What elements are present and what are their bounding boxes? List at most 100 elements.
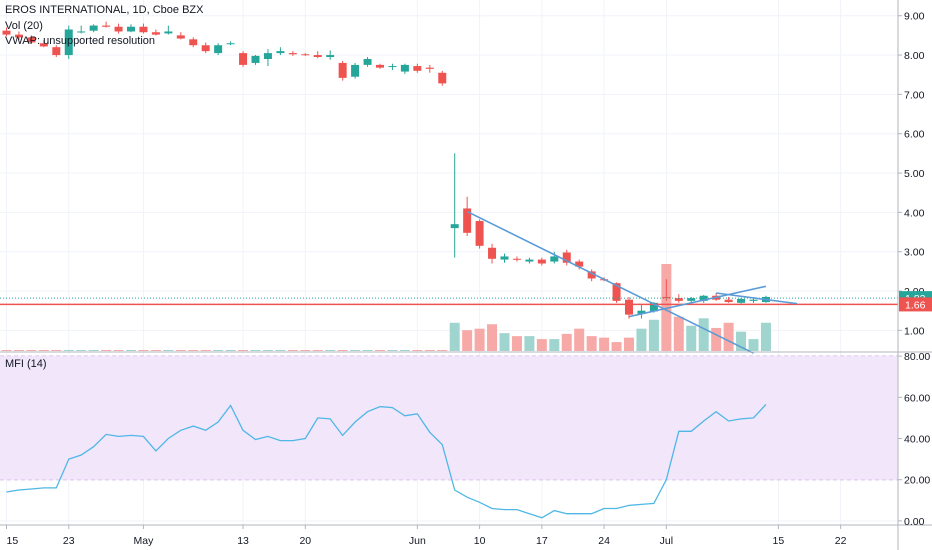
mfi-axis[interactable]: 80.00 60.00 40.00 20.00 0.00 [898,351,930,528]
candle [214,43,223,56]
volume-bar [138,350,149,351]
candle [176,32,185,40]
candle-body [89,25,98,31]
candle [39,40,48,48]
candle-body [625,299,633,315]
mfi-tick-label: 60.00 [904,392,930,404]
time-tick-label: 24 [598,535,610,547]
volume-bar [586,336,597,351]
candle-body [114,26,123,32]
candle-body [413,66,422,71]
volume-bar [337,350,348,351]
time-tick-label: 15 [7,535,19,547]
candle-body [251,55,260,63]
candle-body [214,45,223,54]
time-tick-label: 15 [773,535,785,547]
volume-bar [686,325,697,351]
volume-bar [287,350,298,351]
volume-bar [549,339,560,351]
candle [263,49,272,67]
volume-bar [611,342,622,351]
volume-bar [661,264,672,351]
volume-bar [238,350,249,351]
candle [587,269,596,282]
candle [139,23,148,34]
price-tick-label: 6.00 [904,129,925,141]
candle [77,25,86,34]
price-axis[interactable]: 9.008.007.006.005.004.003.002.001.00 [898,11,925,338]
volume-bar [487,324,498,351]
legend-vwap[interactable]: VWAP: unsupported resolution [5,35,156,47]
mfi-line [6,404,767,519]
legend-volume[interactable]: Vol (20) [5,20,43,32]
level-price-tag [899,297,932,312]
legend-mfi[interactable]: MFI (14) [5,358,47,370]
candle-body [102,25,111,27]
volume-bar [424,350,435,351]
candle-body [687,298,696,301]
volume-bar [13,350,24,351]
candle [450,153,459,258]
candle-body [313,55,322,58]
candle-body [376,64,384,68]
volume-bar [262,350,273,351]
time-tick-label: Jun [409,535,426,547]
candle-body [2,30,11,35]
price-tick-label: 1.00 [904,325,925,337]
legend-symbol-title[interactable]: EROS INTERNATIONAL, 1D, Cboe BZX [5,4,204,16]
candle [27,35,36,44]
candle [500,253,509,263]
volume-bar [213,350,224,351]
volume-bar [126,350,136,351]
candle [562,249,571,266]
volume-bar [275,350,286,351]
candle [699,294,708,303]
candle [301,53,310,56]
candle-body [14,34,23,38]
time-tick-label: May [134,535,155,547]
candle-body [363,58,372,65]
candle-body [276,51,285,54]
candle [475,219,484,249]
price-tick-label: 7.00 [904,89,925,101]
candle [413,63,422,73]
candle-body [463,208,472,233]
volume-bar [26,350,37,351]
candle [52,45,61,58]
candle [276,47,285,56]
candles[interactable] [2,21,770,319]
candle-body [201,45,210,52]
candle-body [500,256,509,260]
volume-bar [375,350,385,351]
candle [376,63,384,69]
candle [164,25,173,35]
candle [737,298,746,304]
candle-body [77,31,86,33]
candle-body [164,31,173,34]
candle-body [189,39,198,46]
candle-body [351,64,360,77]
volume-bar [462,330,473,351]
volume-bar [412,350,423,351]
candle-body [674,298,683,301]
trendlines[interactable] [466,210,798,354]
candle-body [512,258,521,260]
time-axis[interactable]: 15 23 May 13 20 Jun 10 17 24 Jul 15 22 [6,525,847,547]
candle [226,41,235,46]
candle-body [388,66,397,68]
time-tick-label: 22 [835,535,847,547]
candle-body [64,29,73,56]
candle [525,257,534,264]
candle [14,31,23,41]
candle-body [587,271,596,279]
candle-body [475,221,484,246]
volume-bar [511,336,522,351]
candle-body [326,55,335,58]
volume-bar [113,350,124,351]
volume-bar [449,322,460,351]
mfi-band [0,356,898,480]
candle [425,64,434,73]
candle [351,62,360,79]
